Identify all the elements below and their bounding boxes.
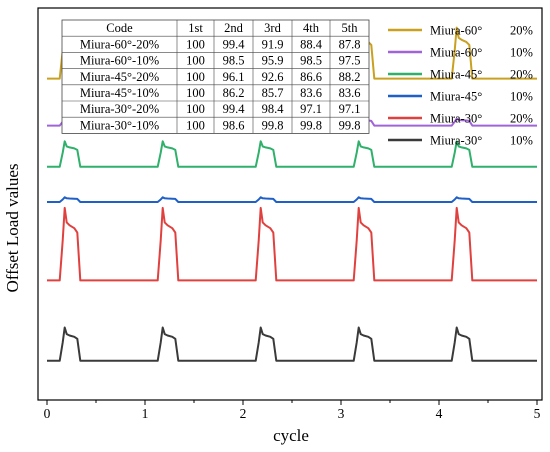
table-cell: 88.4 xyxy=(300,37,323,51)
table-cell: 95.9 xyxy=(262,54,284,68)
table-cell: Miura-60°-20% xyxy=(80,37,159,51)
table-cell: 83.6 xyxy=(339,86,361,100)
table-cell: 92.6 xyxy=(262,70,284,84)
x-axis-label: cycle xyxy=(273,426,309,445)
y-axis-label: Offset Load values xyxy=(3,163,22,292)
table-cell: 97.5 xyxy=(339,54,361,68)
legend-percent: 20% xyxy=(510,112,533,126)
table-cell: 99.4 xyxy=(223,102,246,116)
plot-frame xyxy=(37,7,543,401)
table-header-cell: 2nd xyxy=(224,21,244,35)
legend-percent: 20% xyxy=(510,68,533,82)
table-cell: 97.1 xyxy=(300,102,322,116)
table-cell: 98.6 xyxy=(223,118,245,132)
table-cell: 87.8 xyxy=(339,37,361,51)
legend-percent: 20% xyxy=(510,24,533,38)
legend-label: Miura-60° xyxy=(430,24,482,38)
legend-percent: 10% xyxy=(510,46,533,60)
table-cell: 97.1 xyxy=(339,102,361,116)
series-line xyxy=(47,326,537,362)
table-header-cell: 4th xyxy=(303,21,320,35)
table-cell: 86.2 xyxy=(223,86,245,100)
legend-label: Miura-30° xyxy=(430,112,482,126)
x-tick-label: 5 xyxy=(534,406,541,421)
table-cell: 100 xyxy=(186,86,205,100)
table-cell: Miura-30°-20% xyxy=(80,102,159,116)
legend-label: Miura-45° xyxy=(430,68,482,82)
x-tick-label: 1 xyxy=(142,406,149,421)
table-cell: 91.9 xyxy=(262,37,284,51)
table-cell: 85.7 xyxy=(262,86,284,100)
table-cell: 96.1 xyxy=(223,70,245,84)
table-cell: Miura-60°-10% xyxy=(80,54,159,68)
x-ticks: 0 1 2 3 4 5 xyxy=(44,400,541,421)
table-cell: 98.4 xyxy=(262,102,285,116)
table-cell: 99.8 xyxy=(262,118,284,132)
legend-label: Miura-60° xyxy=(430,46,482,60)
table-cell: Miura-45°-10% xyxy=(80,86,159,100)
table-cell: 100 xyxy=(186,54,205,68)
table-cell: 100 xyxy=(186,118,205,132)
table-cell: 100 xyxy=(186,37,205,51)
table-cell: 99.8 xyxy=(300,118,322,132)
table-header-cell: 5th xyxy=(342,21,359,35)
x-tick-label: 3 xyxy=(338,406,345,421)
series-line xyxy=(47,196,537,203)
table-cell: 88.2 xyxy=(339,70,361,84)
table-header-cell: Code xyxy=(106,21,133,35)
table-cell: Miura-30°-10% xyxy=(80,118,159,132)
table-cell: 100 xyxy=(186,102,205,116)
table-cell: 83.6 xyxy=(300,86,322,100)
legend-label: Miura-30° xyxy=(430,134,482,148)
table-cell: 98.5 xyxy=(223,54,245,68)
table-cell: Miura-45°-20% xyxy=(80,70,159,84)
table-header-cell: 3rd xyxy=(264,21,281,35)
retention-table: Code 1st 2nd 3rd 4th 5th Miura-60°-20% 100 99.4 9… xyxy=(61,19,370,134)
legend-percent: 10% xyxy=(510,134,533,148)
table-cell: 99.4 xyxy=(223,37,246,51)
table-cell: 98.5 xyxy=(300,54,322,68)
legend-label: Miura-45° xyxy=(430,90,482,104)
legend: Miura-60° 20% Miura-60° 10% Miura-45° 20% Miur… xyxy=(388,24,533,148)
x-tick-label: 2 xyxy=(240,406,247,421)
x-tick-label: 0 xyxy=(44,406,51,421)
table-cell: 100 xyxy=(186,70,205,84)
x-tick-label: 4 xyxy=(436,406,443,421)
table-frame xyxy=(61,19,370,134)
table-cell: 86.6 xyxy=(300,70,322,84)
table-header-cell: 1st xyxy=(188,21,203,35)
table-cell: 99.8 xyxy=(339,118,361,132)
series-line xyxy=(47,206,537,282)
series-line xyxy=(47,140,537,168)
legend-percent: 10% xyxy=(510,90,533,104)
